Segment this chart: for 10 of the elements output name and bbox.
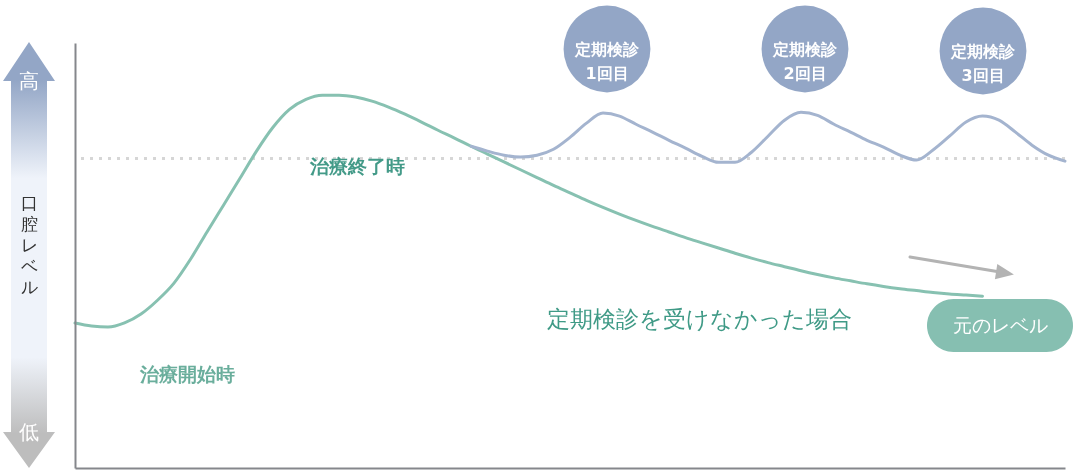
text: 定期検診 2回目 (772, 40, 838, 83)
annotation: 治療終了時 (308, 155, 405, 177)
text: 定期検診 3回目 (950, 42, 1016, 85)
text: 高 (19, 69, 39, 93)
annotation: 元のレベル (952, 314, 1048, 336)
series-label: 定期検診を受けなかった場合 (546, 306, 852, 332)
text: 低 (19, 420, 39, 444)
y-axis-title: 口腔レベル (21, 192, 38, 297)
annotation: 治療開始時 (138, 363, 235, 385)
text: 定期検診 1回目 (574, 40, 640, 83)
